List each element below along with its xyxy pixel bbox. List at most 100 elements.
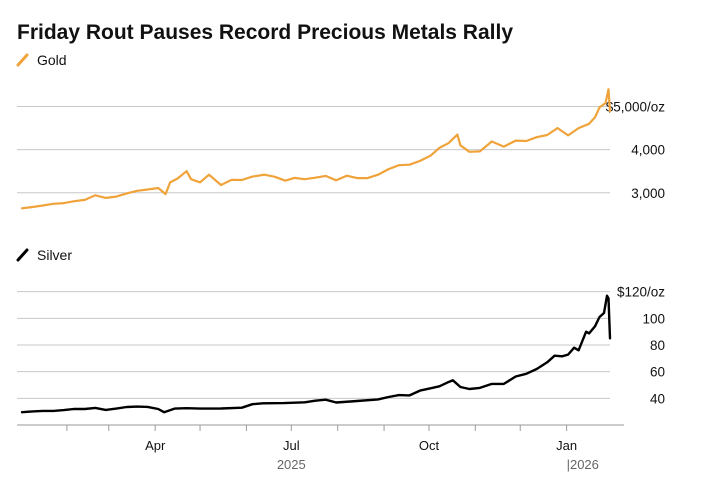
gold-y-tick-label: $5,000/oz [606,100,666,115]
gold-data-point [115,195,118,198]
silver-data-point [459,386,462,388]
silver-data-point [588,332,590,335]
silver-y-tick-label: $120/oz [617,285,665,300]
gold-y-tick-label: 4,000 [631,143,665,158]
gold-data-point [447,142,450,145]
gold-data-point [556,127,559,129]
silver-data-point [314,399,317,402]
silver-data-point [173,407,176,410]
gold-data-point [366,177,369,180]
silver-data-point [514,375,517,378]
gold-data-point [609,110,611,113]
silver-data-point [478,387,481,389]
silver-legend-swatch [16,248,29,262]
gold-data-point [42,204,44,207]
silver-data-point [356,400,358,402]
silver-data-point [220,407,222,410]
gold-data-point [293,177,296,179]
silver-data-point [398,394,400,396]
silver-data-point [606,294,608,297]
gold-data-point [535,136,538,139]
gold-data-point [468,150,471,153]
silver-data-point [262,402,264,405]
silver-data-point [452,379,454,382]
gold-data-point [73,200,76,203]
gold-data-point [164,193,167,196]
silver-legend: Silver [16,247,72,263]
gold-data-point [604,102,607,104]
chart-title: Friday Rout Pauses Record Precious Metal… [17,21,513,44]
silver-data-point [438,385,441,388]
silver-data-point [115,407,118,410]
gold-data-point [459,144,462,147]
gold-data-point [63,202,65,205]
gold-data-point [52,202,55,205]
silver-series-line [20,294,612,414]
silver-data-point [303,401,306,404]
silver-data-point [83,408,86,410]
silver-data-point [324,398,327,401]
silver-data-point [335,401,338,404]
gold-y-tick-label: 3,000 [631,186,665,201]
x-axis-month-label: Jan [556,438,577,453]
gold-legend-label: Gold [37,52,67,68]
silver-data-point [199,407,201,410]
gold-data-point [83,199,86,201]
gold-data-point [199,181,201,184]
gold-data-point [335,179,338,182]
gold-data-point [284,179,287,182]
silver-legend-label: Silver [37,247,72,263]
silver-data-point [136,405,139,408]
gold-data-point [598,106,601,109]
silver-data-point [163,411,166,414]
gold-data-point [567,134,569,137]
silver-data-point [157,408,160,410]
silver-y-tick-label: 40 [650,391,665,406]
gold-data-point [21,207,23,210]
silver-data-point [185,407,188,410]
gold-data-point [230,178,233,181]
silver-data-point [502,383,505,385]
silver-data-point [609,337,611,340]
silver-data-point [567,353,569,356]
silver-y-tick-label: 80 [650,338,665,353]
gold-data-point [429,154,432,157]
silver-data-point [387,396,390,398]
gold-data-point [220,184,222,186]
gold-data-point [456,133,459,136]
silver-data-point [377,398,379,401]
silver-data-point [561,355,563,358]
gold-data-point [125,192,128,195]
gold-data-point [408,163,411,166]
gold-data-point [387,168,390,171]
gold-data-point [251,175,254,178]
silver-data-point [607,297,610,300]
gold-data-point [208,173,210,176]
gold-data-point [502,145,505,148]
silver-data-point [146,406,149,408]
gold-data-point [314,176,317,179]
x-axis-year-label: 2025 [277,457,306,472]
gold-data-point [263,173,266,176]
gold-data-point [588,122,590,125]
silver-data-point [535,368,538,370]
silver-data-point [490,383,493,385]
silver-y-tick-label: 60 [650,365,665,380]
silver-data-point [468,388,471,390]
gold-data-point [356,177,358,180]
gold-data-point [94,194,97,197]
gold-legend: Gold [16,52,67,68]
gold-data-point [546,134,549,136]
silver-data-point [408,394,411,397]
silver-data-point [125,406,128,408]
silver-data-point [603,312,605,314]
gold-data-point [490,140,493,143]
gold-data-point [303,178,306,181]
gold-data-point [104,197,107,199]
gold-data-point [169,181,172,184]
x-axis-year-label: |2026 [567,457,599,472]
silver-data-point [525,372,528,375]
gold-data-point [525,140,528,142]
silver-y-tick-label: 100 [642,311,665,326]
